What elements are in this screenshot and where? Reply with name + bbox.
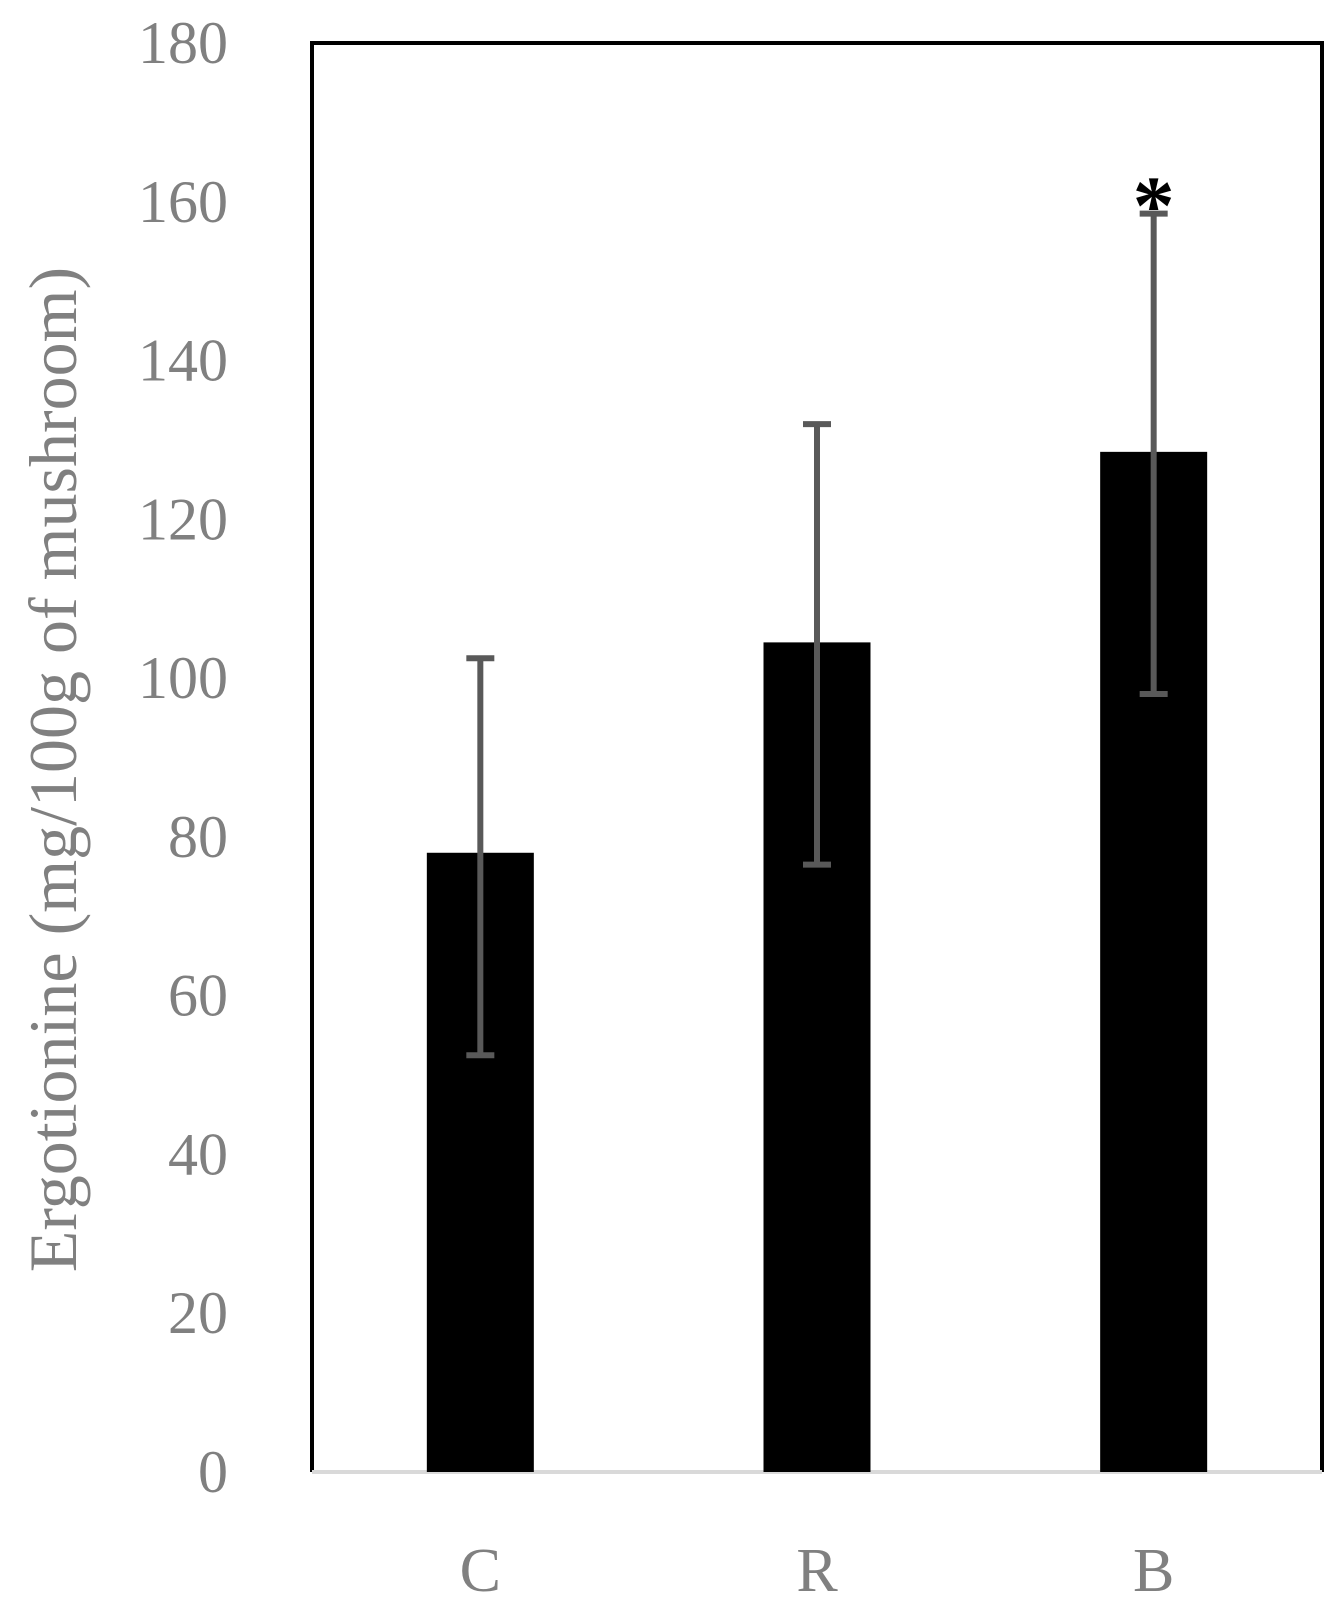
y-tick-label: 160 bbox=[138, 169, 228, 235]
x-tick-label-B: B bbox=[1133, 1537, 1174, 1603]
y-tick-label: 140 bbox=[138, 328, 228, 394]
y-tick-label: 20 bbox=[168, 1280, 228, 1346]
y-tick-label: 80 bbox=[168, 804, 228, 870]
y-tick-label: 180 bbox=[138, 10, 228, 76]
y-tick-label: 100 bbox=[138, 645, 228, 711]
x-tick-label-R: R bbox=[796, 1537, 838, 1603]
significance-annotation: * bbox=[1133, 160, 1175, 253]
y-tick-label: 120 bbox=[138, 486, 228, 552]
plot-frame bbox=[310, 41, 1324, 1472]
y-tick-label: 60 bbox=[168, 963, 228, 1029]
x-tick-label-C: C bbox=[460, 1537, 501, 1603]
y-tick-label: 0 bbox=[198, 1439, 228, 1505]
y-axis-title: Ergotionine (mg/100g of mushroom) bbox=[15, 267, 91, 1272]
y-tick-label: 40 bbox=[168, 1121, 228, 1187]
